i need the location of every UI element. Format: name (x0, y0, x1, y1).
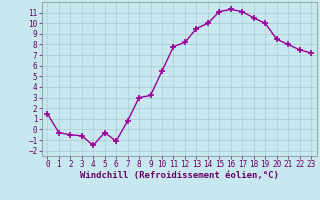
X-axis label: Windchill (Refroidissement éolien,°C): Windchill (Refroidissement éolien,°C) (80, 171, 279, 180)
